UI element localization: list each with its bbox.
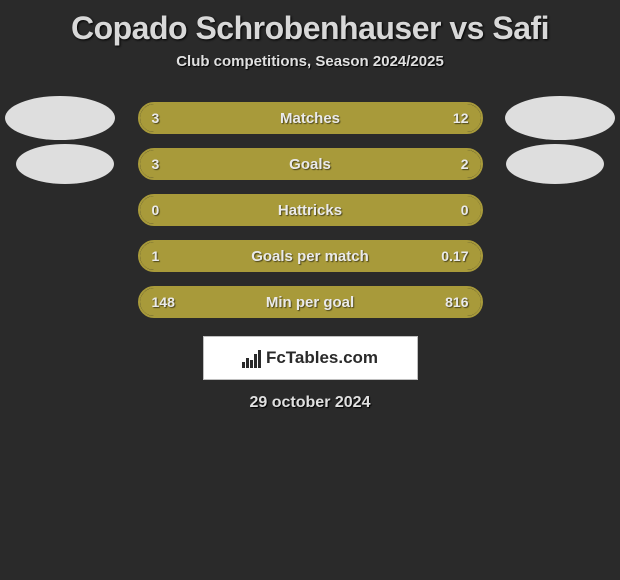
segment-right [405, 288, 480, 316]
segment-right [405, 242, 480, 270]
stat-bar: Min per goal148816 [138, 286, 483, 318]
comparison-card: Copado Schrobenhauser vs Safi Club compe… [0, 0, 620, 412]
stat-bar: Hattricks00 [138, 194, 483, 226]
brand-badge[interactable]: FcTables.com [203, 336, 418, 380]
subtitle: Club competitions, Season 2024/2025 [0, 53, 620, 70]
player-avatar-right [505, 96, 615, 140]
stat-bar: Goals32 [138, 148, 483, 180]
stat-row: Min per goal148816 [0, 286, 620, 318]
player-avatar-right [506, 144, 604, 184]
stat-row: Goals per match10.17 [0, 240, 620, 272]
player-avatar-left [5, 96, 115, 140]
page-title: Copado Schrobenhauser vs Safi [0, 2, 620, 53]
segment-right [208, 104, 481, 132]
stat-bar: Goals per match10.17 [138, 240, 483, 272]
segment-right [344, 150, 480, 178]
player-avatar-left [16, 144, 114, 184]
stat-bar: Matches312 [138, 102, 483, 134]
segment-left [140, 104, 208, 132]
segment-left [140, 150, 345, 178]
chart-icon [242, 348, 264, 368]
segment-left [140, 196, 481, 224]
segment-left [140, 242, 406, 270]
segment-left [140, 288, 406, 316]
stat-row: Goals32 [0, 148, 620, 180]
stat-row: Hattricks00 [0, 194, 620, 226]
stat-row: Matches312 [0, 102, 620, 134]
stats-list: Matches312 Goals32 Hattricks00 Goals per ma… [0, 102, 620, 318]
brand-text: FcTables.com [266, 348, 378, 368]
snapshot-date: 29 october 2024 [0, 394, 620, 412]
